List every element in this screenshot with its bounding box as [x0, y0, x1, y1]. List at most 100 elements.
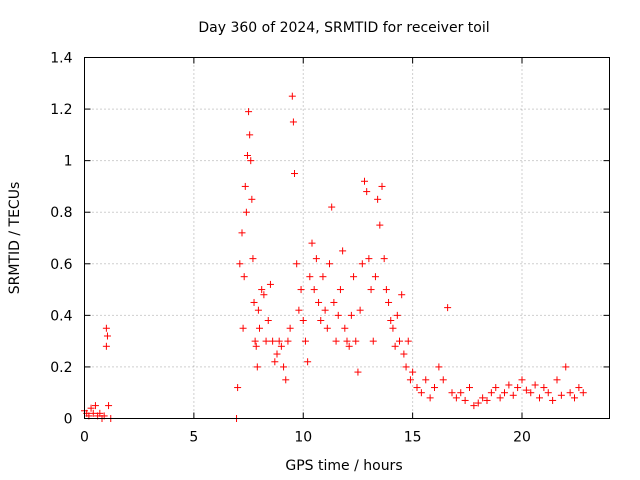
y-tick-label: 0.2 [50, 360, 72, 376]
data-point [253, 363, 261, 371]
chart-title: Day 360 of 2024, SRMTID for receiver toi… [198, 20, 489, 36]
data-point [241, 182, 249, 190]
data-point [306, 273, 314, 281]
data-point [509, 391, 517, 399]
data-point [376, 221, 384, 229]
y-tick-label: 0 [64, 412, 73, 428]
data-point [562, 363, 570, 371]
data-point [417, 389, 425, 397]
data-point [514, 384, 522, 392]
data-point [518, 376, 526, 384]
data-point [243, 151, 251, 159]
x-tick-label: 15 [404, 430, 422, 446]
data-point [380, 255, 388, 263]
data-point [527, 389, 535, 397]
data-point [391, 342, 399, 350]
data-point [262, 337, 270, 345]
data-point [330, 298, 338, 306]
data-point [321, 306, 329, 314]
data-point [452, 394, 460, 402]
data-point [536, 394, 543, 402]
data-point [549, 396, 557, 404]
data-point [102, 342, 110, 350]
data-point [96, 409, 104, 417]
data-point [289, 118, 297, 126]
data-point [308, 239, 316, 247]
data-point [431, 384, 438, 392]
data-point [406, 376, 414, 384]
data-point [326, 260, 333, 268]
data-point [252, 342, 260, 350]
data-point [426, 394, 434, 402]
data-point [345, 342, 353, 350]
data-point [522, 386, 530, 394]
data-point [102, 324, 110, 332]
data-point [304, 358, 312, 366]
y-tick-label: 0.6 [50, 257, 72, 273]
data-point [89, 409, 97, 417]
data-point [323, 324, 331, 332]
grid [84, 57, 610, 419]
plot-frame [84, 57, 610, 419]
data-point [501, 389, 508, 397]
data-point [271, 358, 279, 366]
data-point [293, 260, 301, 268]
data-point [297, 286, 305, 294]
axis-ticks: 0 5 10 15 20 0 0.2 0.4 0.6 0.8 1 1.2 1.4 [50, 51, 610, 446]
data-point [553, 376, 561, 384]
x-tick-label: 10 [294, 430, 312, 446]
x-tick-label: 0 [80, 430, 89, 446]
data-point [247, 157, 255, 165]
data-point [236, 260, 244, 268]
data-point [557, 391, 565, 399]
data-point [240, 273, 248, 281]
data-point [385, 298, 393, 306]
data-point [566, 389, 574, 397]
data-point [284, 337, 292, 345]
data-point [238, 229, 246, 237]
data-point [275, 337, 283, 345]
data-point [365, 255, 373, 263]
x-tick-label: 20 [513, 430, 531, 446]
data-point [350, 273, 358, 281]
data-point [328, 203, 336, 211]
data-point [280, 363, 288, 371]
data-point [505, 381, 513, 389]
data-point [382, 286, 390, 294]
data-point [361, 177, 368, 185]
data-point [310, 286, 318, 294]
data-point [369, 337, 377, 345]
data-point [299, 317, 307, 325]
data-point [347, 311, 355, 319]
data-point [315, 298, 323, 306]
data-point [245, 108, 253, 116]
data-point [105, 402, 113, 410]
y-tick-label: 1 [64, 154, 73, 170]
data-point [402, 363, 410, 371]
y-tick-label: 1.4 [50, 51, 72, 67]
data-point [444, 304, 452, 312]
data-point [374, 195, 382, 203]
data-point [396, 337, 403, 345]
data-point [87, 404, 95, 412]
y-axis-label: SRMTID / TECUs [7, 182, 23, 295]
data-point [457, 389, 465, 397]
data-point [248, 195, 256, 203]
data-point [317, 317, 325, 325]
data-point [256, 324, 263, 332]
data-point [413, 384, 421, 392]
y-tick-label: 0.4 [50, 308, 72, 324]
x-axis-label: GPS time / hours [285, 458, 402, 474]
data-point [544, 389, 552, 397]
data-point [531, 381, 539, 389]
data-point [343, 337, 351, 345]
data-point [319, 273, 327, 281]
data-point [264, 317, 272, 325]
data-point [575, 384, 583, 392]
data-point [341, 324, 349, 332]
data-point [400, 350, 408, 358]
data-point [273, 350, 281, 358]
data-point [266, 280, 274, 288]
